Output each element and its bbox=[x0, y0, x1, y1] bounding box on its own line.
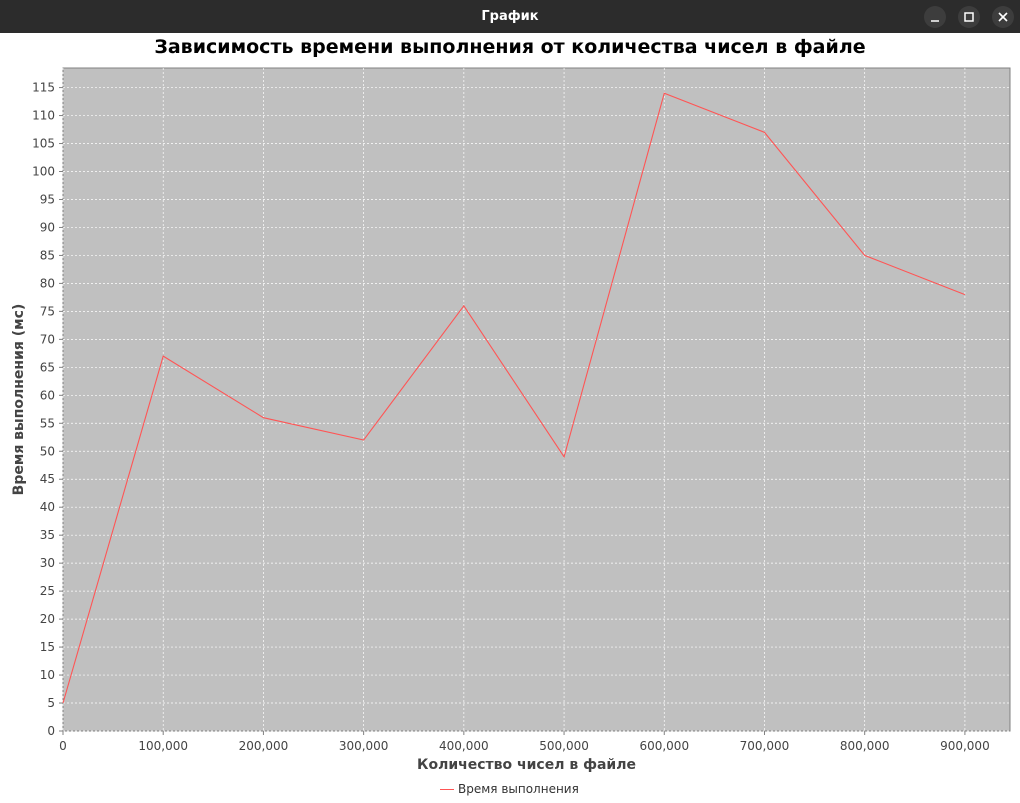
close-icon bbox=[998, 12, 1008, 22]
y-tick-label: 40 bbox=[40, 500, 55, 514]
y-tick-label: 65 bbox=[40, 360, 55, 374]
plot-area bbox=[62, 67, 1011, 732]
y-tick-label: 45 bbox=[40, 472, 55, 486]
y-tick-label: 90 bbox=[40, 220, 55, 234]
y-axis-label: Время выполнения (мс) bbox=[11, 304, 27, 496]
y-tick-label: 20 bbox=[40, 612, 55, 626]
y-tick-label: 60 bbox=[40, 388, 55, 402]
y-tick-label: 115 bbox=[32, 81, 55, 95]
y-tick-label: 110 bbox=[32, 109, 55, 123]
y-tick-label: 70 bbox=[40, 332, 55, 346]
x-tick-label: 400,000 bbox=[439, 739, 489, 753]
x-tick-label: 0 bbox=[59, 739, 67, 753]
y-tick-label: 100 bbox=[32, 165, 55, 179]
x-axis-label: Количество чисел в файле bbox=[417, 757, 636, 773]
line-chart: 0 5 10 15 20 25 30 35 40 45 50 55 60 65 70 75 80 85 90 95 10… bbox=[11, 67, 1011, 773]
y-tick-label: 0 bbox=[47, 724, 55, 738]
y-tick-label: 50 bbox=[40, 444, 55, 458]
y-tick-label: 95 bbox=[40, 192, 55, 206]
x-tick-label: 200,000 bbox=[239, 739, 289, 753]
x-tick-label: 600,000 bbox=[639, 739, 689, 753]
y-tick-label: 105 bbox=[32, 137, 55, 151]
y-tick-label: 75 bbox=[40, 304, 55, 318]
minimize-icon bbox=[931, 20, 939, 22]
chart-title: Зависимость времени выполнения от количе… bbox=[154, 36, 866, 58]
x-tick-label: 100,000 bbox=[138, 739, 188, 753]
y-tick-label: 85 bbox=[40, 248, 55, 262]
y-tick-label: 80 bbox=[40, 276, 55, 290]
y-tick-label: 10 bbox=[40, 668, 55, 682]
y-tick-label: 15 bbox=[40, 640, 55, 654]
legend-swatch bbox=[440, 788, 454, 790]
x-tick-label: 700,000 bbox=[740, 739, 790, 753]
y-tick-label: 25 bbox=[40, 584, 55, 598]
close-button[interactable] bbox=[992, 6, 1014, 28]
y-tick-label: 5 bbox=[47, 696, 55, 710]
window-title: График bbox=[481, 9, 539, 24]
y-tick-label: 30 bbox=[40, 556, 55, 570]
chart-panel: 0 5 10 15 20 25 30 35 40 45 50 55 60 65 70 75 80 85 90 95 10… bbox=[0, 33, 1020, 803]
window-titlebar: График bbox=[0, 0, 1020, 33]
y-tick-label: 55 bbox=[40, 416, 55, 430]
maximize-icon bbox=[964, 12, 974, 22]
x-tick-label: 500,000 bbox=[539, 739, 589, 753]
minimize-button[interactable] bbox=[924, 6, 946, 28]
legend-label: Время выполнения bbox=[458, 782, 579, 796]
series-line bbox=[62, 92, 966, 704]
x-tick-label: 900,000 bbox=[940, 739, 990, 753]
maximize-button[interactable] bbox=[958, 6, 980, 28]
y-tick-label: 35 bbox=[40, 528, 55, 542]
x-tick-label: 800,000 bbox=[840, 739, 890, 753]
legend: Время выполнения bbox=[440, 782, 579, 796]
x-tick-label: 300,000 bbox=[339, 739, 389, 753]
